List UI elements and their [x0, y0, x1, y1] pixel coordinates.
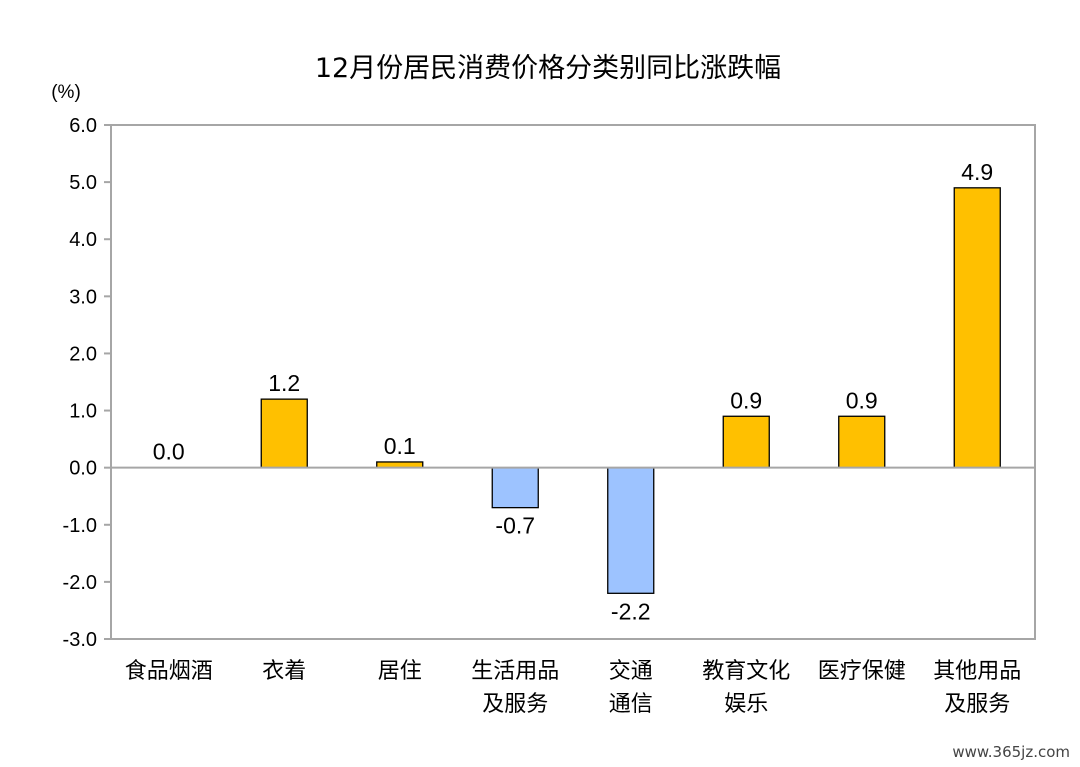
y-tick-label: 6.0	[69, 115, 97, 137]
data-label: 0.1	[384, 433, 416, 459]
x-tick-label: 其他用品	[933, 659, 1021, 684]
watermark: www.365jz.com	[952, 743, 1070, 761]
data-label: -0.7	[495, 513, 535, 539]
chart-title: 12月份居民消费价格分类别同比涨跌幅	[315, 53, 781, 84]
x-tick-label: 居住	[378, 659, 422, 684]
y-tick-label: 1.0	[69, 401, 97, 423]
x-tick-label: 及服务	[944, 692, 1010, 717]
x-tick-label: 医疗保健	[818, 659, 906, 684]
bar	[722, 415, 770, 469]
bar	[607, 467, 655, 594]
y-tick-label: -3.0	[63, 629, 97, 651]
y-tick-label: 2.0	[69, 343, 97, 365]
x-tick-label: 食品烟酒	[125, 659, 213, 684]
x-tick-label: 生活用品	[471, 659, 559, 684]
data-label: 0.9	[846, 387, 878, 413]
data-labels-layer: 0.0 1.2 0.1 -0.7 -2.2 0.9 0.9 4.9	[153, 159, 993, 624]
x-tick-label: 娱乐	[724, 692, 768, 717]
x-tick-label: 衣着	[262, 659, 306, 684]
y-tick-label: -2.0	[63, 572, 97, 594]
y-axis: 6.0 5.0 4.0 3.0 2.0 1.0 0.0 -1.0 -2.0 -3.0	[63, 115, 111, 651]
bar	[491, 467, 539, 509]
bars-layer	[260, 187, 1001, 594]
x-tick-label: 及服务	[482, 692, 548, 717]
x-tick-label: 通信	[609, 692, 653, 717]
x-tick-label: 教育文化	[702, 659, 790, 684]
x-tick-label: 交通	[609, 659, 653, 684]
y-tick-label: 4.0	[69, 229, 97, 251]
bar	[838, 415, 886, 469]
bar	[260, 398, 308, 469]
data-label: 1.2	[268, 370, 300, 396]
y-axis-unit-label: (%)	[51, 82, 81, 103]
y-tick-label: 5.0	[69, 172, 97, 194]
data-label: -2.2	[611, 598, 651, 624]
plot-area-frame	[110, 124, 1036, 640]
y-tick-label: 0.0	[69, 458, 97, 480]
data-label: 4.9	[961, 159, 993, 185]
data-label: 0.0	[153, 439, 185, 465]
y-tick-label: -1.0	[63, 515, 97, 537]
y-tick-label: 3.0	[69, 286, 97, 308]
bar	[953, 187, 1001, 469]
data-label: 0.9	[730, 387, 762, 413]
